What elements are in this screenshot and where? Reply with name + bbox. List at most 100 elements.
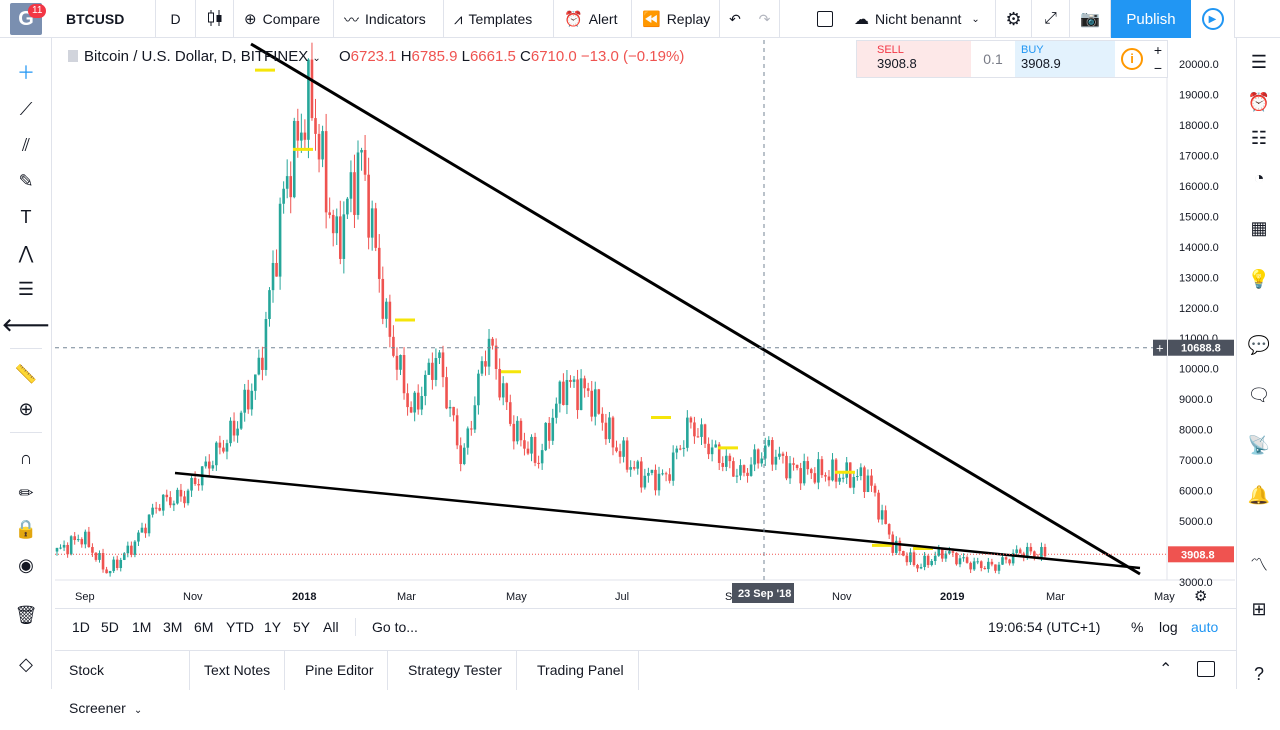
candle-body: [282, 188, 285, 204]
layout-menu[interactable]: ☁ Nicht benannt ⌄: [844, 0, 996, 38]
text-icon: T: [20, 206, 32, 227]
interval-button[interactable]: D: [156, 0, 196, 38]
candle-body: [423, 374, 427, 397]
candle-body: [370, 208, 374, 238]
tab-trading-panel[interactable]: Trading Panel: [523, 651, 639, 690]
info-icon[interactable]: i: [1121, 48, 1143, 70]
help-button[interactable]: ?: [1245, 660, 1273, 688]
range-1m[interactable]: 1M: [132, 619, 152, 635]
candle-body: [636, 461, 640, 469]
text-tool[interactable]: T: [12, 203, 40, 231]
magnet-icon: ∩: [19, 447, 33, 468]
maximize-panel-button[interactable]: [1197, 661, 1215, 677]
range-1d[interactable]: 1D: [72, 619, 90, 635]
streams-button[interactable]: 📡: [1245, 431, 1273, 459]
order-panel-button[interactable]: 〽: [1245, 550, 1273, 578]
indicators-button[interactable]: 〰 Indicators: [334, 0, 444, 38]
tab-stock-screener[interactable]: Stock Screener ⌄: [55, 651, 190, 716]
private-chats-button[interactable]: 🗨: [1245, 381, 1273, 409]
sell-button[interactable]: SELL 3908.8: [857, 41, 971, 77]
redo-button[interactable]: ↷: [750, 0, 780, 38]
buy-button[interactable]: BUY 3908.9: [1015, 41, 1115, 77]
lock-tool[interactable]: 🔒: [12, 515, 40, 543]
candle-body: [161, 494, 165, 511]
replay-play-button[interactable]: ▶: [1191, 0, 1235, 38]
candle-body: [151, 507, 154, 515]
stay-drawing-tool[interactable]: ✏: [12, 479, 40, 507]
measure-tool[interactable]: 📏: [12, 360, 40, 388]
notifications-button[interactable]: 🔔: [1245, 481, 1273, 509]
candle-body: [289, 176, 293, 198]
alert-button[interactable]: ⏰ Alert: [554, 0, 632, 38]
layers-tool[interactable]: ◇: [12, 650, 40, 678]
replay-button[interactable]: ⏪ Replay: [632, 0, 720, 38]
quantity-field[interactable]: 0.1: [983, 51, 1003, 67]
pattern-tool[interactable]: ⋀: [12, 239, 40, 267]
undo-button[interactable]: ↶: [720, 0, 750, 38]
minus-button[interactable]: −: [1153, 60, 1163, 76]
price-chart[interactable]: 20000.0 19000.0 18000.0 17000.0 16000.0 15000…: [55, 40, 1235, 608]
chats-button[interactable]: 💬: [1245, 331, 1273, 359]
zoom-in-icon: ⊕: [18, 398, 34, 419]
candle-body: [873, 485, 877, 493]
prediction-tool[interactable]: ☰: [12, 275, 40, 303]
percent-scale-toggle[interactable]: %: [1131, 619, 1144, 635]
dom-button[interactable]: ⊞: [1245, 595, 1273, 623]
data-window-button[interactable]: ☷: [1245, 124, 1273, 152]
series-title[interactable]: Bitcoin / U.S. Dollar, D, BITFINEX: [84, 48, 309, 65]
candle-body: [246, 389, 250, 410]
fullscreen-toggle[interactable]: [806, 0, 844, 38]
remove-drawings-tool[interactable]: 🗑: [12, 601, 40, 629]
visibility-tool[interactable]: ◉: [12, 551, 40, 579]
candle-body: [604, 422, 608, 440]
range-ytd[interactable]: YTD: [226, 619, 254, 635]
hotlists-button[interactable]: ◔: [1245, 164, 1273, 192]
range-1y[interactable]: 1Y: [264, 619, 282, 635]
magnet-tool[interactable]: ∩: [12, 444, 40, 472]
maximize-button[interactable]: ⤢: [1032, 0, 1070, 38]
calendar-button[interactable]: ▦: [1245, 214, 1273, 242]
alarm-clock-icon: ⏰: [1247, 91, 1271, 112]
zoom-tool[interactable]: ⊕: [12, 395, 40, 423]
settings-button[interactable]: ⚙: [996, 0, 1032, 38]
auto-scale-toggle[interactable]: auto: [1191, 619, 1219, 635]
range-all[interactable]: All: [323, 619, 339, 635]
range-3m[interactable]: 3M: [163, 619, 183, 635]
range-5y[interactable]: 5Y: [293, 619, 311, 635]
watchlist-button[interactable]: ☰: [1245, 48, 1273, 76]
goto-date-button[interactable]: Go to...: [372, 619, 418, 635]
chevron-down-icon[interactable]: ⌄: [312, 53, 321, 64]
symbol-search[interactable]: BTCUSD: [56, 0, 156, 38]
snapshot-button[interactable]: 📷: [1070, 0, 1111, 38]
plus-icon: +: [1156, 341, 1164, 356]
back-tool[interactable]: 🡐: [2, 311, 50, 339]
brush-tool[interactable]: ✎: [12, 167, 40, 195]
compare-button[interactable]: ⊕ Compare: [234, 0, 334, 38]
publish-button[interactable]: Publish: [1111, 0, 1191, 38]
crosshair-tool[interactable]: ＋: [12, 58, 40, 86]
range-6m[interactable]: 6M: [194, 619, 214, 635]
notification-badge: 11: [28, 4, 47, 18]
clock-readout[interactable]: 19:06:54 (UTC+1): [988, 619, 1101, 635]
ideas-button[interactable]: 💡: [1245, 265, 1273, 293]
candle-body: [682, 447, 686, 449]
plus-button[interactable]: +: [1153, 42, 1163, 58]
candle-body: [848, 462, 852, 488]
eye-icon: ◉: [18, 554, 34, 575]
candle-body: [640, 461, 643, 488]
pitchfork-tool[interactable]: ⫽: [12, 131, 40, 159]
candle-body: [271, 262, 275, 291]
collapse-panel-button[interactable]: ⌃: [1159, 659, 1172, 679]
range-5d[interactable]: 5D: [101, 619, 119, 635]
tab-strategy-tester[interactable]: Strategy Tester: [394, 651, 517, 690]
log-scale-toggle[interactable]: log: [1159, 619, 1178, 635]
alerts-button[interactable]: ⏰: [1245, 88, 1273, 116]
candle-body: [94, 552, 98, 560]
tab-pine-editor[interactable]: Pine Editor: [291, 651, 389, 690]
candle-body: [728, 455, 732, 462]
chart-style-button[interactable]: [196, 0, 234, 38]
layers-icon: ◇: [19, 653, 33, 674]
templates-button[interactable]: ⩘ Templates: [444, 0, 554, 38]
trendline-tool[interactable]: ⟋: [12, 95, 40, 123]
tab-text-notes[interactable]: Text Notes: [190, 651, 286, 690]
